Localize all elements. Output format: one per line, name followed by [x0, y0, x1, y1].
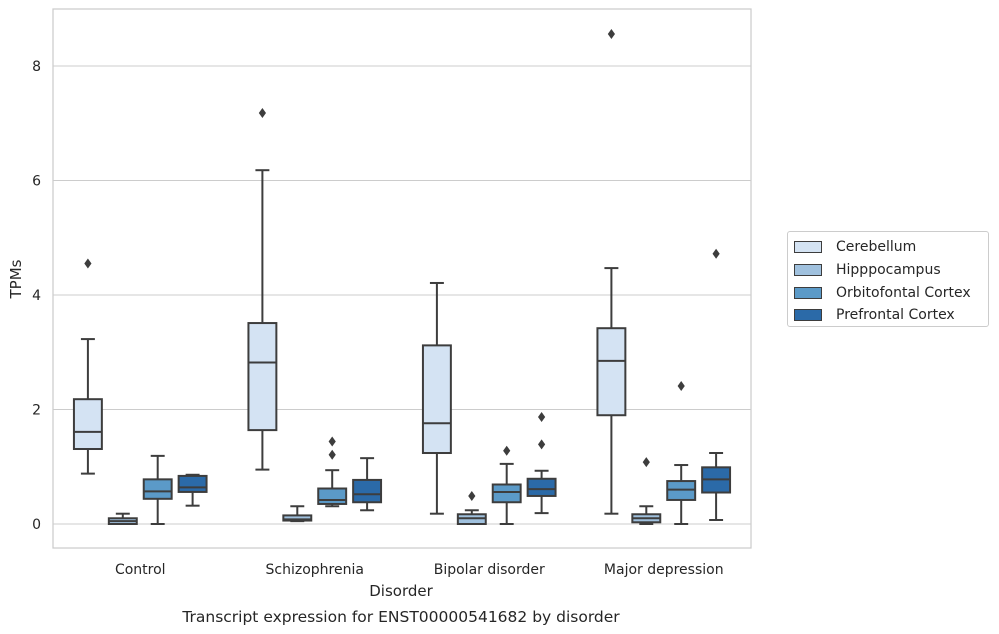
outlier-point	[607, 28, 615, 39]
box	[282, 505, 313, 523]
legend-swatch	[794, 286, 822, 299]
box	[526, 411, 557, 515]
plot-area-frame	[52, 8, 752, 549]
legend-swatch	[794, 309, 822, 322]
box	[142, 454, 173, 525]
box-iqr	[526, 477, 557, 497]
box-iqr	[282, 514, 313, 522]
legend-item: Prefrontal Cortex	[794, 304, 988, 327]
chart-title: Transcript expression for ENST0000054168…	[181, 608, 620, 626]
box-iqr	[421, 344, 452, 455]
y-tick-label: 0	[32, 517, 41, 533]
x-axis-label: Disorder	[369, 582, 433, 600]
box-iqr	[317, 487, 348, 505]
legend-label: Prefrontal Cortex	[836, 307, 955, 324]
outlier-point	[677, 381, 685, 392]
box-iqr	[247, 322, 278, 432]
x-tick-label: Bipolar disorder	[434, 562, 545, 578]
box	[421, 281, 452, 515]
box-iqr	[491, 483, 522, 504]
legend-swatch	[794, 241, 822, 254]
legend-label: Orbitofontal Cortex	[836, 284, 971, 301]
x-tick-labels: Control Schizophrenia Bipolar disorder Majo…	[115, 562, 724, 578]
box	[177, 473, 208, 507]
box-iqr	[352, 478, 383, 504]
box	[491, 445, 522, 525]
outlier-point	[258, 107, 266, 118]
outlier-point	[538, 411, 546, 422]
legend-label: Hipppocampus	[836, 262, 941, 279]
y-tick-label: 2	[32, 403, 41, 419]
x-tick-label: Control	[115, 562, 166, 578]
y-tick-label: 4	[32, 288, 41, 304]
box	[72, 258, 103, 475]
x-tick-label: Schizophrenia	[266, 562, 364, 578]
box	[631, 457, 662, 525]
x-tick-label: Major depression	[604, 562, 724, 578]
box-iqr	[142, 478, 173, 500]
box-series	[72, 28, 732, 526]
y-tick-labels: 0 2 4 6 8	[32, 59, 41, 533]
legend-item: Hipppocampus	[794, 259, 988, 282]
gridlines	[53, 65, 751, 525]
y-tick-label: 8	[32, 59, 41, 75]
legend-item: Cerebellum	[794, 236, 988, 259]
outlier-point	[468, 490, 476, 501]
outlier-point	[712, 248, 720, 259]
box	[701, 248, 732, 521]
box	[247, 107, 278, 471]
box	[596, 28, 627, 515]
legend-swatch	[794, 264, 822, 277]
outlier-point	[84, 258, 92, 269]
box	[317, 436, 348, 508]
legend-label: Cerebellum	[836, 239, 917, 256]
box	[456, 490, 487, 526]
outlier-point	[503, 445, 511, 456]
box-iqr	[177, 474, 208, 493]
y-tick-label: 6	[32, 174, 41, 190]
legend-item: Orbitofontal Cortex	[794, 281, 988, 304]
outlier-point	[538, 439, 546, 450]
outlier-point	[328, 436, 336, 447]
box	[107, 512, 138, 526]
box	[352, 457, 383, 512]
box-iqr	[596, 327, 627, 417]
outlier-point	[328, 449, 336, 460]
box	[666, 381, 697, 525]
y-axis-label: TPMs	[7, 259, 25, 299]
legend: Cerebellum Hipppocampus Orbitofontal Corte…	[787, 231, 989, 327]
outlier-point	[642, 457, 650, 468]
box-iqr	[72, 398, 103, 451]
